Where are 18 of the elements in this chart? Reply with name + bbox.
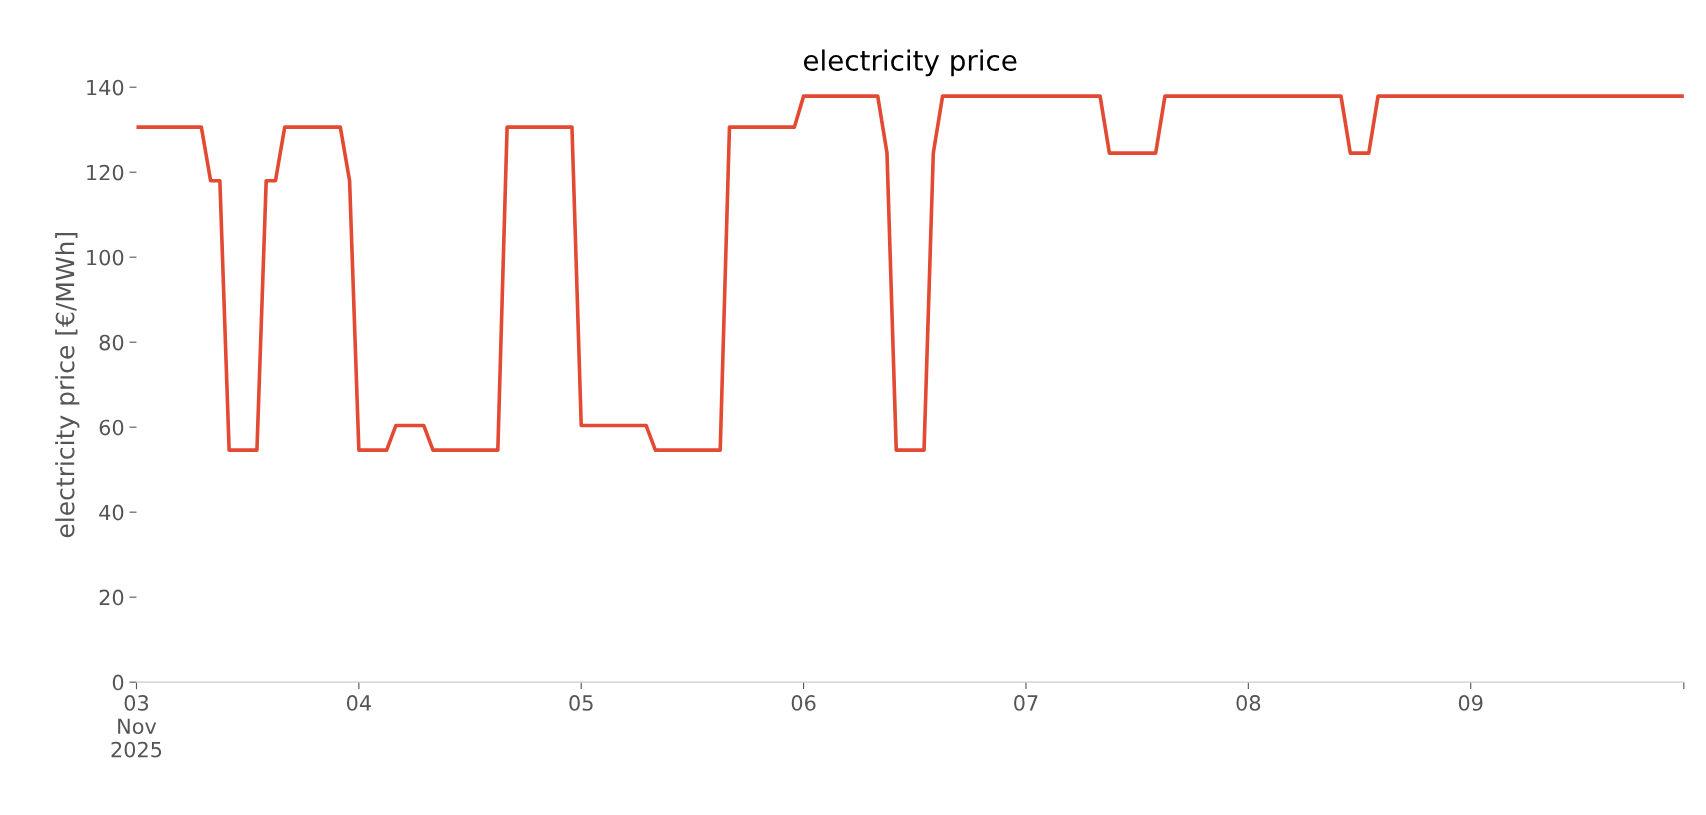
chart-title: electricity price: [803, 49, 1017, 77]
y-tick-label: 40: [99, 504, 124, 521]
x-tick-label: 05: [569, 695, 593, 711]
y-tick-label: 120: [87, 164, 124, 181]
y-tick-label: 0: [112, 674, 124, 691]
x-tick-label: 04: [346, 695, 371, 711]
y-axis-title: electricity price [€/MWh]: [55, 232, 80, 538]
line-series: [136, 94, 1684, 452]
x-tick-label: 07: [1014, 695, 1038, 711]
x-tick-label: 08: [1236, 695, 1261, 711]
x-tick-label: 06: [791, 695, 816, 711]
y-tick-label: 80: [99, 334, 124, 351]
x-tick-label: 03 Nov 2025: [111, 695, 162, 758]
y-tick-label: 60: [99, 419, 124, 436]
x-tick-label: 09: [1458, 695, 1483, 711]
y-tick-label: 140: [87, 79, 124, 96]
y-tick-label: 20: [99, 589, 124, 606]
y-tick-label: 100: [87, 249, 124, 266]
